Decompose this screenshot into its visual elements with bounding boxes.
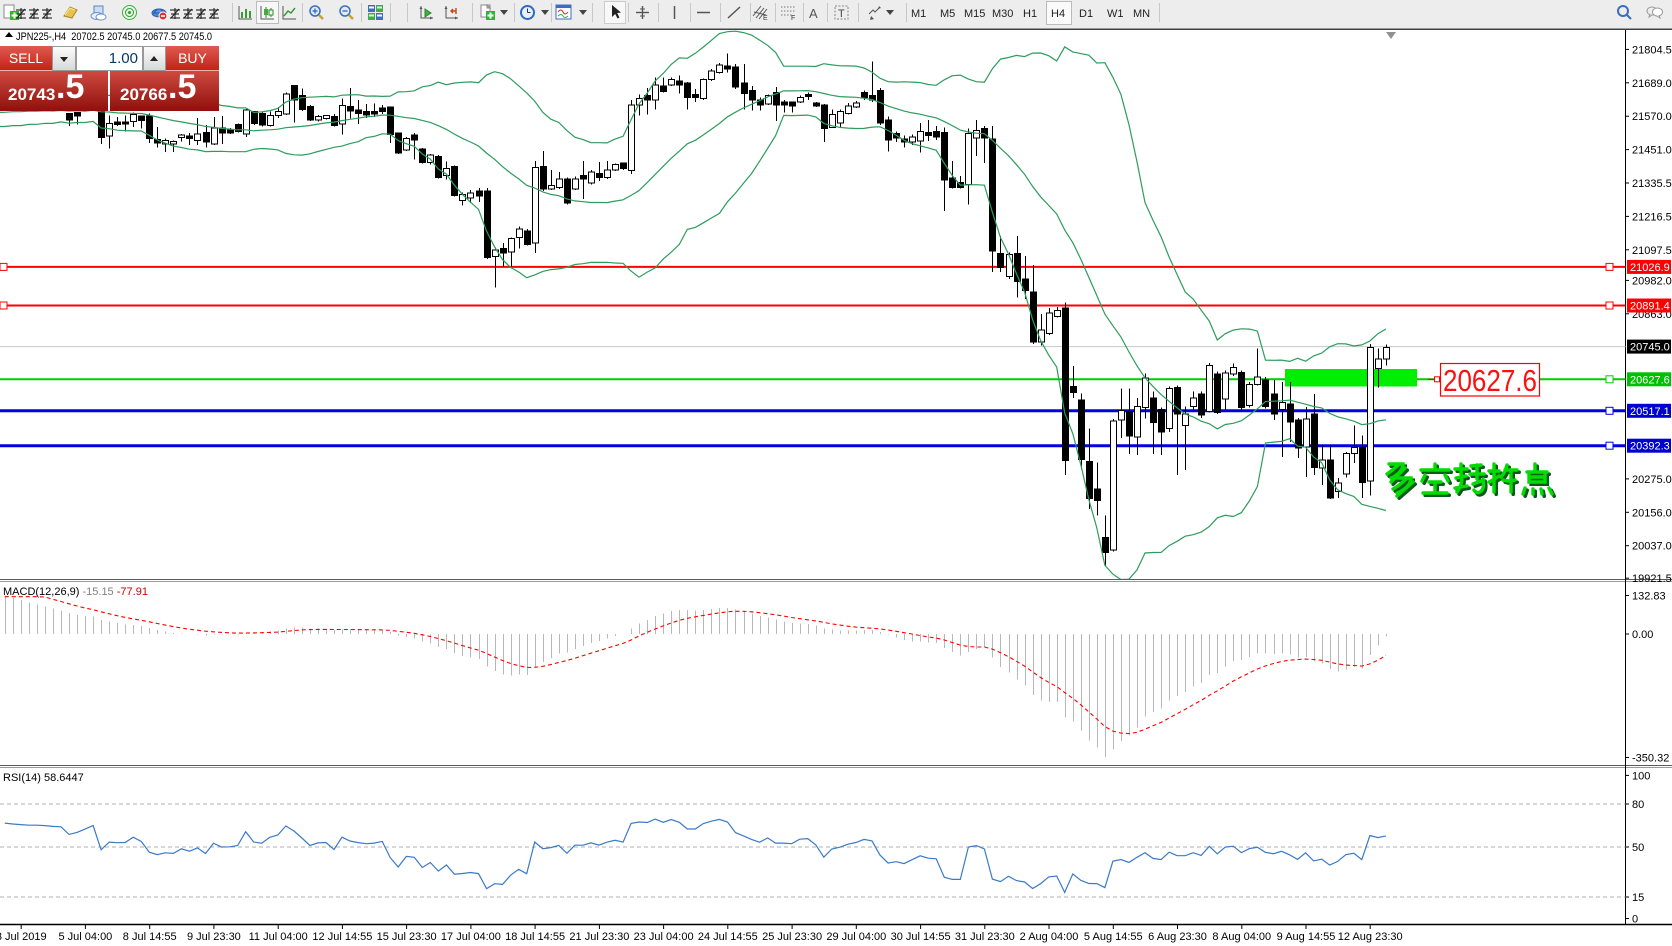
- svg-text:21026.9: 21026.9: [1630, 262, 1670, 274]
- svg-text:12 Aug 23:30: 12 Aug 23:30: [1338, 931, 1403, 943]
- svg-text:21570.0: 21570.0: [1632, 111, 1672, 123]
- svg-text:21216.5: 21216.5: [1632, 211, 1672, 223]
- svg-text:18 Jul 14:55: 18 Jul 14:55: [505, 931, 565, 943]
- svg-text:8 Aug 04:00: 8 Aug 04:00: [1212, 931, 1271, 943]
- svg-text:31 Jul 23:30: 31 Jul 23:30: [955, 931, 1015, 943]
- svg-text:20156.0: 20156.0: [1632, 507, 1672, 519]
- svg-text:24 Jul 14:55: 24 Jul 14:55: [698, 931, 758, 943]
- svg-text:21097.5: 21097.5: [1632, 245, 1672, 257]
- svg-text:12 Jul 14:55: 12 Jul 14:55: [312, 931, 372, 943]
- svg-text:JPN225-,H4 20702.5 20745.0 20: JPN225-,H4 20702.5 20745.0 20677.5 20745…: [16, 31, 212, 43]
- svg-text:15 Jul 23:30: 15 Jul 23:30: [377, 931, 437, 943]
- svg-text:5 Jul 04:00: 5 Jul 04:00: [58, 931, 112, 943]
- svg-text:21804.5: 21804.5: [1632, 44, 1672, 56]
- svg-text:23 Jul 04:00: 23 Jul 04:00: [634, 931, 694, 943]
- svg-text:20627.6: 20627.6: [1630, 374, 1670, 386]
- svg-text:21 Jul 23:30: 21 Jul 23:30: [569, 931, 629, 943]
- svg-text:20517.1: 20517.1: [1630, 406, 1670, 418]
- svg-text:3 Jul 2019: 3 Jul 2019: [0, 931, 47, 943]
- svg-text:50: 50: [1632, 842, 1644, 854]
- svg-text:20275.0: 20275.0: [1632, 474, 1672, 486]
- svg-text:RSI(14) 58.6447: RSI(14) 58.6447: [3, 772, 84, 784]
- svg-text:0: 0: [1632, 914, 1638, 926]
- svg-text:20627.6: 20627.6: [1443, 363, 1537, 398]
- svg-text:E: E: [763, 15, 768, 21]
- svg-text:132.83: 132.83: [1632, 591, 1666, 603]
- svg-text:20037.0: 20037.0: [1632, 541, 1672, 553]
- svg-text:20982.0: 20982.0: [1632, 275, 1672, 287]
- svg-text:15: 15: [1632, 892, 1644, 904]
- svg-text:20392.3: 20392.3: [1630, 441, 1670, 453]
- svg-text:21689.0: 21689.0: [1632, 78, 1672, 90]
- svg-text:21451.0: 21451.0: [1632, 145, 1672, 157]
- svg-text:8 Jul 14:55: 8 Jul 14:55: [123, 931, 177, 943]
- svg-text:5 Aug 14:55: 5 Aug 14:55: [1084, 931, 1143, 943]
- svg-text:21335.5: 21335.5: [1632, 178, 1672, 190]
- svg-text:9 Aug 14:55: 9 Aug 14:55: [1277, 931, 1336, 943]
- svg-text:0.00: 0.00: [1632, 629, 1653, 641]
- svg-text:100: 100: [1632, 770, 1650, 782]
- svg-text:17 Jul 04:00: 17 Jul 04:00: [441, 931, 501, 943]
- svg-text:11 Jul 04:00: 11 Jul 04:00: [249, 931, 308, 943]
- svg-text:20891.4: 20891.4: [1630, 301, 1670, 313]
- svg-text:9 Jul 23:30: 9 Jul 23:30: [187, 931, 241, 943]
- svg-text:2 Aug 04:00: 2 Aug 04:00: [1020, 931, 1079, 943]
- svg-text:19921.5: 19921.5: [1632, 573, 1672, 585]
- svg-text:F: F: [791, 15, 795, 21]
- svg-text:30 Jul 14:55: 30 Jul 14:55: [891, 931, 951, 943]
- svg-text:29 Jul 04:00: 29 Jul 04:00: [826, 931, 886, 943]
- svg-text:-350.32: -350.32: [1632, 753, 1669, 765]
- svg-text:20745.0: 20745.0: [1630, 342, 1670, 354]
- svg-text:25 Jul 23:30: 25 Jul 23:30: [762, 931, 822, 943]
- svg-text:80: 80: [1632, 799, 1644, 811]
- svg-text:6 Aug 23:30: 6 Aug 23:30: [1148, 931, 1207, 943]
- svg-text:MACD(12,26,9) -15.15 -77.91: MACD(12,26,9) -15.15 -77.91: [3, 586, 148, 598]
- svg-text:T: T: [838, 8, 845, 20]
